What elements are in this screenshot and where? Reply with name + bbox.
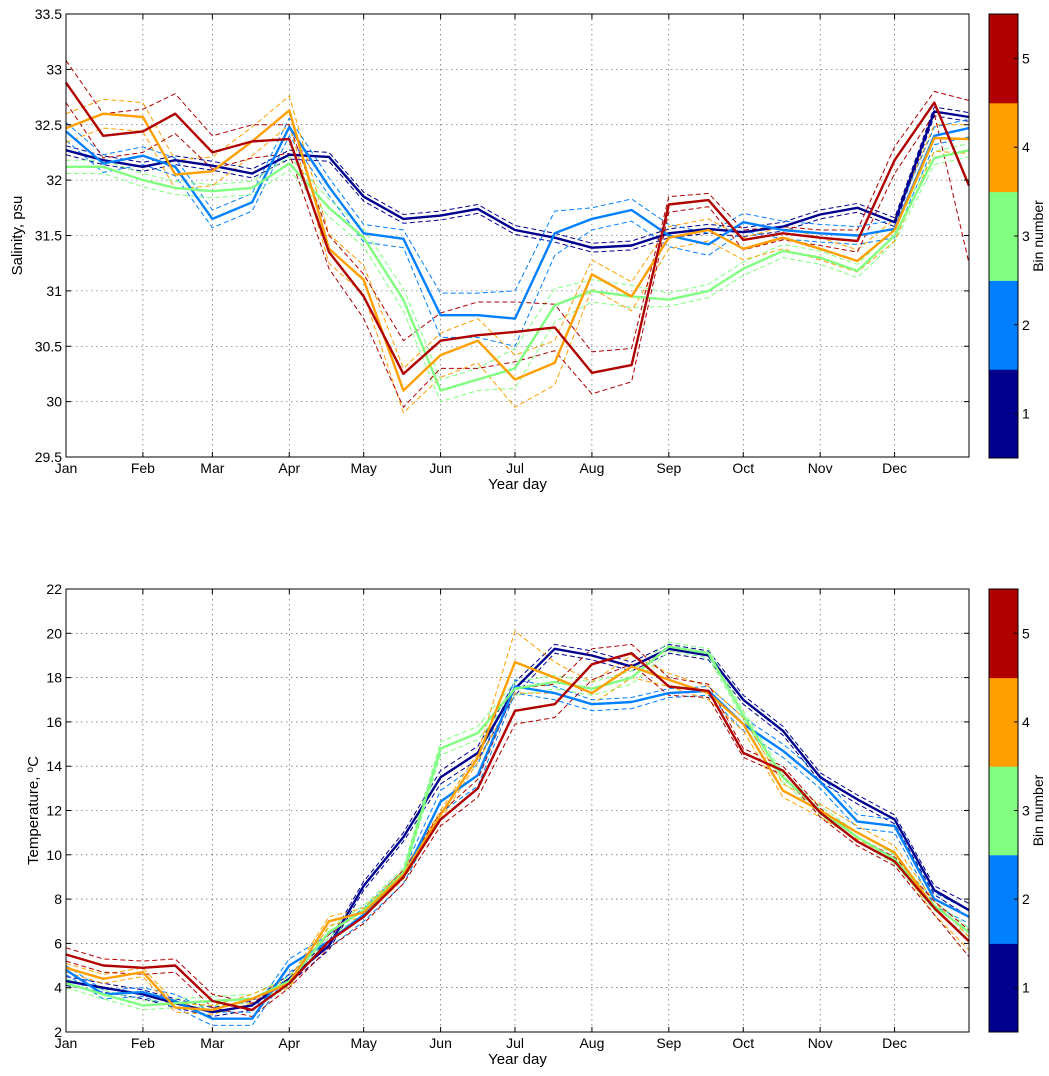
colorbar-swatch-4 — [989, 102, 1018, 193]
colorbar-tick-label: 5 — [1022, 50, 1030, 66]
y-axis-label: Temperature, oC — [25, 756, 43, 865]
x-tick-label: Apr — [278, 460, 300, 476]
series-2-lower-bound — [65, 134, 970, 347]
y-tick-label: 22 — [46, 581, 62, 597]
series-5-lower-bound — [65, 663, 970, 1018]
y-tick-label: 30.5 — [35, 338, 62, 354]
y-tick-label: 32 — [46, 172, 62, 188]
x-tick-label: Aug — [579, 460, 604, 476]
colorbar-tick-label: 1 — [1022, 406, 1030, 422]
y-tick-label: 16 — [46, 714, 62, 730]
x-tick-label: Mar — [200, 1035, 224, 1051]
series-4-lower-bound — [65, 123, 970, 414]
x-axis-label: Year day — [488, 1051, 547, 1068]
x-tick-label: Jan — [55, 460, 78, 476]
colorbar-tick-label: 4 — [1022, 714, 1030, 730]
x-tick-label: Sep — [656, 1035, 681, 1051]
y-tick-label: 12 — [46, 803, 62, 819]
series-3-upper-bound — [66, 143, 970, 381]
colorbar-swatch-5 — [989, 14, 1018, 104]
x-tick-label: Nov — [808, 460, 833, 476]
colorbar-tick-label: 3 — [1022, 803, 1030, 819]
x-tick-label: Apr — [278, 1035, 300, 1051]
series-4-lower-bound — [65, 677, 970, 1015]
series-4-mean-line — [65, 660, 970, 1012]
x-tick-label: Dec — [882, 460, 907, 476]
x-tick-label: Jun — [429, 1035, 452, 1051]
colorbar-swatch-5 — [989, 589, 1018, 679]
y-tick-label: 29.5 — [35, 449, 62, 465]
colorbar-tick-label: 4 — [1022, 139, 1030, 155]
series-5-upper-bound — [65, 60, 970, 353]
series-1-mean-line — [65, 110, 970, 249]
series-2-upper-bound — [65, 679, 970, 1013]
y-tick-label: 4 — [54, 980, 62, 996]
colorbar-tick-label: 2 — [1022, 317, 1030, 333]
series-4-mean-line — [65, 109, 970, 392]
colorbar-tick-label: 1 — [1022, 980, 1030, 996]
x-tick-label: Mar — [200, 460, 224, 476]
colorbar-swatch-1 — [989, 369, 1018, 459]
colorbar-tick-label: 2 — [1022, 891, 1030, 907]
x-tick-label: Sep — [656, 460, 681, 476]
y-tick-label: 31.5 — [35, 228, 62, 244]
colorbar: 1 2 3 4 5 Bin number — [988, 13, 1046, 459]
y-tick-label: 31 — [46, 283, 62, 299]
series-5-mean-line — [65, 82, 971, 376]
y-tick-label: 30 — [46, 394, 62, 410]
colorbar-swatch-3 — [989, 766, 1018, 856]
y-tick-label: 2 — [54, 1024, 62, 1040]
x-tick-label: Dec — [882, 1035, 907, 1051]
colorbar-swatch-3 — [989, 191, 1018, 281]
colorbar-swatch-1 — [989, 943, 1018, 1033]
series-2-upper-bound — [65, 117, 970, 294]
x-tick-label: Oct — [732, 460, 754, 476]
x-tick-label: Nov — [808, 1035, 833, 1051]
y-tick-label: 6 — [54, 935, 62, 951]
y-tick-label: 10 — [46, 847, 62, 863]
y-tick-label: 32.5 — [35, 117, 62, 133]
x-tick-label: Jul — [506, 460, 524, 476]
colorbar-label: Bin number — [1030, 200, 1046, 272]
x-tick-label: Aug — [579, 1035, 604, 1051]
series-3-upper-bound — [65, 641, 970, 1002]
series-5-lower-bound — [65, 102, 970, 409]
series-3-lower-bound — [65, 650, 970, 1011]
y-tick-label: 8 — [54, 891, 62, 907]
series-2-mean-line — [65, 685, 970, 1020]
colorbar-swatch-4 — [989, 677, 1018, 767]
y-tick-label: 14 — [46, 758, 62, 774]
series-2-mean-line — [65, 125, 970, 320]
y-tick-label: 33.5 — [35, 6, 62, 22]
colorbar: 1 2 3 4 5 Bin number — [988, 588, 1046, 1033]
colorbar-tick-label: 5 — [1022, 625, 1030, 641]
colorbar-swatch-2 — [989, 280, 1018, 370]
y-tick-label: 18 — [46, 670, 62, 686]
series-5-mean-line — [65, 652, 970, 1012]
y-tick-label: 33 — [46, 61, 62, 77]
y-axis-label: Salinity, psu — [9, 196, 26, 276]
x-tick-label: Jun — [429, 460, 452, 476]
x-tick-label: Feb — [131, 460, 155, 476]
colorbar-swatch-2 — [989, 854, 1018, 944]
x-tick-label: May — [350, 460, 376, 476]
x-tick-label: Feb — [131, 1035, 155, 1051]
x-axis-label: Year day — [488, 476, 547, 493]
x-tick-label: Oct — [732, 1035, 754, 1051]
x-tick-label: May — [350, 1035, 376, 1051]
x-tick-label: Jan — [55, 1035, 78, 1051]
series-4-upper-bound — [65, 630, 970, 1006]
x-tick-label: Jul — [506, 1035, 524, 1051]
series-5-upper-bound — [65, 643, 970, 1004]
colorbar-label: Bin number — [1030, 774, 1046, 846]
series-3-mean-line — [66, 149, 970, 392]
y-tick-label: 20 — [46, 625, 62, 641]
colorbar-tick-label: 3 — [1022, 228, 1030, 244]
